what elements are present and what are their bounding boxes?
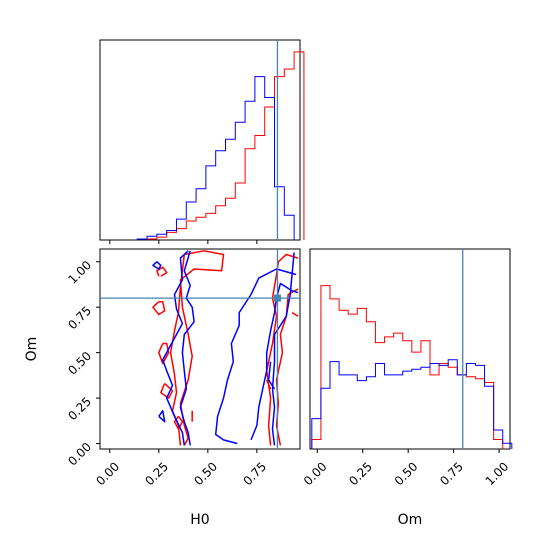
x-tick-label-om-1: 0.25	[346, 459, 375, 488]
histogram-h0-panel	[99, 39, 305, 241]
x-axis-label-h0: H0	[190, 512, 209, 528]
contour-blue-line-7	[267, 361, 276, 390]
truth-marker	[273, 294, 281, 302]
histogram-om-blue-series	[311, 359, 513, 449]
x-tick-label-h0-3: 0.75	[240, 459, 269, 488]
contour-red-line-1	[265, 253, 299, 446]
contour-red-line-6	[160, 382, 174, 399]
contour-blue-line-5	[152, 261, 162, 270]
contour-blue-line-1	[179, 250, 195, 446]
x-tick-label-om-4: 1.00	[483, 459, 512, 488]
y-tick-label-om-2: 0.50	[65, 349, 94, 378]
contour-red-line-3	[156, 266, 168, 277]
contour-panel	[99, 248, 301, 450]
y-tick-label-om-4: 1.00	[65, 258, 94, 287]
histogram-h0-red-series	[146, 51, 305, 240]
y-tick-label-om-1: 0.25	[65, 394, 94, 423]
histogram-h0-frame	[99, 39, 301, 241]
histogram-h0-blue-series	[136, 76, 295, 240]
y-tick-label-om-0: 0.00	[65, 440, 94, 469]
x-tick-label-h0-0: 0.00	[93, 459, 122, 488]
contour-red-line-10	[291, 311, 299, 317]
contour-frame	[99, 248, 301, 450]
x-tick-label-h0-1: 0.25	[142, 459, 171, 488]
x-tick-label-h0-2: 0.50	[191, 459, 220, 488]
contour-blue-line-6	[158, 410, 166, 423]
contour-red-line-9	[266, 379, 272, 390]
contour-blue-line-0	[161, 250, 189, 446]
histogram-om-frame	[309, 248, 511, 450]
x-tick-label-om-0: 0.00	[301, 459, 330, 488]
contour-red-line-5	[152, 300, 166, 316]
x-tick-label-om-2: 0.50	[392, 459, 421, 488]
x-tick-label-om-3: 0.75	[437, 459, 466, 488]
contour-blue-line-4	[271, 252, 295, 446]
y-axis-label-om: Om	[24, 337, 40, 362]
contour-blue-line-2	[214, 268, 297, 445]
x-axis-label-om: Om	[398, 512, 423, 528]
histogram-om-panel	[309, 248, 513, 450]
contour-red-line-4	[158, 342, 170, 365]
y-tick-label-om-3: 0.75	[65, 303, 94, 332]
histogram-om-red-series	[311, 285, 504, 449]
contour-blue-line-3	[250, 282, 299, 441]
